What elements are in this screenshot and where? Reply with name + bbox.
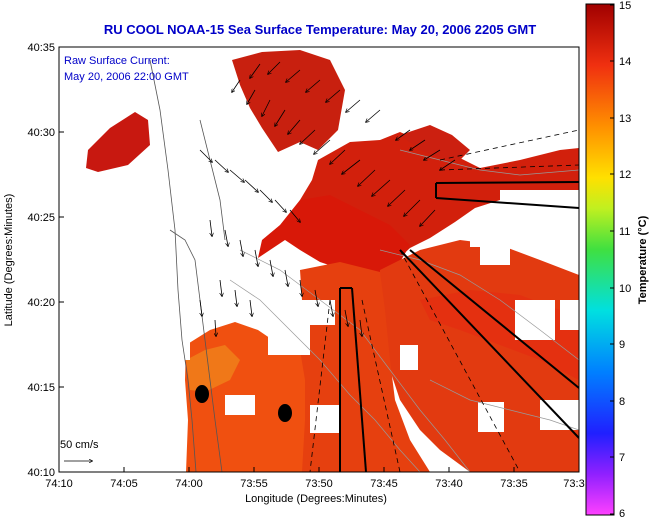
- colorbar-tick-label: 13: [619, 113, 631, 125]
- colorbar-tick-label: 14: [619, 56, 631, 68]
- y-tick-label: 40:30: [27, 127, 55, 139]
- x-tick-label: 73:55: [240, 478, 268, 490]
- colorbar-title: Temperature (°C): [637, 215, 649, 304]
- y-tick-label: 40:15: [27, 382, 55, 394]
- x-tick-label: 73:50: [305, 478, 333, 490]
- colorbar-tick-label: 7: [619, 452, 625, 464]
- x-tick-label: 74:00: [175, 478, 203, 490]
- site-marker: [278, 404, 292, 422]
- colorbar-tick-label: 15: [619, 0, 631, 12]
- colorbar-tick-label: 11: [619, 226, 630, 238]
- current-label: Raw Surface Current:: [64, 55, 170, 67]
- page-title: RU COOL NOAA-15 Sea Surface Temperature:…: [103, 22, 537, 37]
- shipping-lanes: [309, 129, 579, 472]
- x-tick-label: 74:10: [45, 478, 73, 490]
- colorbar-tick-label: 12: [619, 169, 631, 181]
- current-vectors: [199, 61, 456, 336]
- y-axis-title: Latitude (Degrees:Minutes): [3, 194, 15, 327]
- site-marker: [195, 385, 209, 403]
- y-tick-label: 40:20: [27, 297, 55, 309]
- colorbar-tick-label: 6: [619, 508, 625, 519]
- scale-label: 50 cm/s: [60, 439, 99, 451]
- colorbar-tick-label: 8: [619, 396, 625, 408]
- x-tick-label: 73:40: [435, 478, 463, 490]
- map-area: [59, 47, 579, 472]
- x-tick-label: 73:35: [500, 478, 528, 490]
- y-tick-label: 40:25: [27, 212, 55, 224]
- y-tick-label: 40:35: [27, 42, 55, 54]
- coastline: [149, 59, 226, 472]
- x-axis: 74:10 74:05 74:00 73:55 73:50 73:45 73:4…: [45, 467, 585, 505]
- current-time: May 20, 2006 22:00 GMT: [64, 71, 189, 83]
- x-tick-label: 73:45: [370, 478, 398, 490]
- y-tick-label: 40:10: [27, 467, 55, 479]
- colorbar-tick-label: 10: [619, 283, 631, 295]
- y-axis: 40:35 40:30 40:25 40:20 40:15 40:10 Lati…: [3, 42, 64, 479]
- no-data-gaps: [60, 190, 579, 433]
- x-tick-label: 74:05: [110, 478, 138, 490]
- colorbar-tick-label: 9: [619, 339, 625, 351]
- colorbar-gradient: [585, 3, 615, 516]
- colorbar: 15 14 13 12 11 10 9 8 7 6 Temperature (°…: [585, 0, 649, 519]
- x-axis-title: Longitude (Degrees:Minutes): [245, 493, 387, 505]
- x-tick-label: 73:3: [563, 478, 584, 490]
